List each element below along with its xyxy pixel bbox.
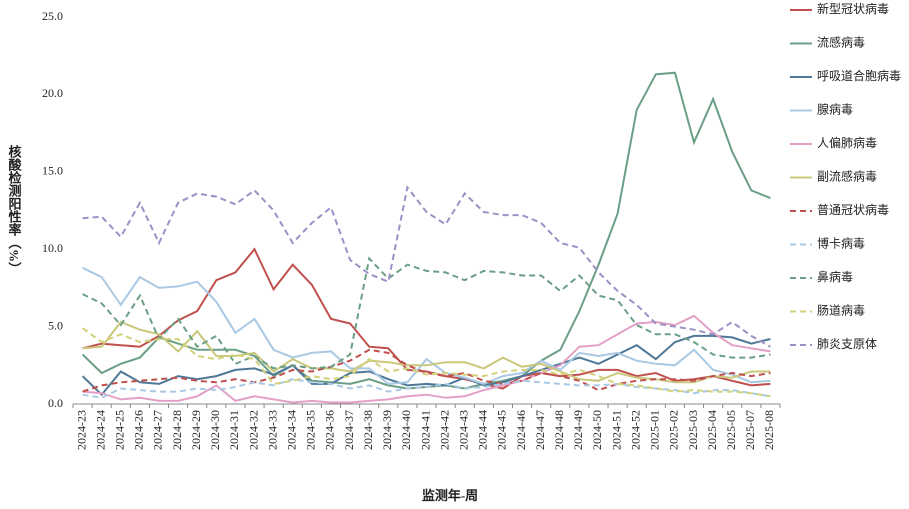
x-tick-label: 2024-25 — [113, 410, 127, 450]
legend-label: 呼吸道合胞病毒 — [817, 68, 901, 83]
x-tick-label: 2024-46 — [514, 410, 528, 450]
x-tick-label: 2024-23 — [74, 410, 88, 450]
series-line — [82, 378, 771, 399]
y-tick-label: 20.0 — [42, 86, 63, 100]
x-tick-label: 2024-49 — [571, 410, 585, 450]
x-tick-label: 2025-07 — [743, 410, 757, 450]
series-line — [82, 266, 771, 385]
series-line — [82, 247, 771, 390]
x-tick-label: 2025-01 — [648, 410, 662, 450]
series-line — [82, 314, 771, 404]
legend-label: 博卡病毒 — [817, 235, 865, 250]
y-tick-label: 5.0 — [48, 318, 63, 332]
x-tick-label: 2024-35 — [304, 410, 318, 450]
series-line — [82, 327, 771, 398]
legend-label: 副流感病毒 — [817, 168, 877, 183]
x-tick-label: 2024-36 — [323, 410, 337, 450]
x-tick-label: 2025-08 — [762, 410, 776, 450]
x-tick-label: 2024-32 — [246, 410, 260, 450]
x-tick-label: 2024-26 — [132, 410, 146, 450]
x-tick-label: 2024-47 — [533, 410, 547, 450]
y-tick-label: 10.0 — [42, 241, 63, 255]
x-tick-label: 2024-30 — [208, 410, 222, 450]
series-line — [82, 256, 771, 370]
x-tick-label: 2024-37 — [342, 410, 356, 450]
series-line — [81, 71, 771, 390]
x-tick-label: 2024-45 — [495, 410, 509, 450]
y-tick-label: 0.0 — [48, 396, 63, 410]
legend-label: 普通冠状病毒 — [817, 202, 889, 217]
x-tick-label: 2024-44 — [476, 410, 490, 450]
x-tick-label: 2024-34 — [284, 410, 298, 450]
x-axis-title: 监测年-周 — [422, 488, 478, 503]
legend-label: 肺炎支原体 — [817, 337, 877, 351]
legend-label: 鼻病毒 — [817, 269, 853, 284]
legend-label: 人偏肺病毒 — [817, 135, 877, 150]
y-tick-label: 25.0 — [42, 9, 63, 23]
legend-label: 腺病毒 — [817, 101, 853, 116]
x-tick-label: 2024-50 — [590, 410, 604, 450]
x-tick-label: 2024-31 — [227, 410, 241, 450]
x-tick-label: 2024-51 — [609, 410, 623, 450]
series-line — [81, 334, 771, 397]
legend-label: 肠道病毒 — [817, 302, 865, 317]
x-tick-label: 2024-24 — [93, 410, 107, 450]
x-tick-label: 2024-38 — [361, 410, 375, 450]
x-tick-label: 2024-28 — [170, 410, 184, 450]
legend-label: 新型冠状病毒 — [817, 1, 889, 16]
x-tick-label: 2025-04 — [705, 410, 719, 450]
x-tick-label: 2025-05 — [724, 410, 738, 450]
x-tick-label: 2024-41 — [418, 410, 432, 450]
x-tick-label: 2025-02 — [667, 410, 681, 450]
x-tick-label: 2024-39 — [380, 410, 394, 450]
x-tick-label: 2025-03 — [686, 410, 700, 450]
y-tick-label: 15.0 — [42, 164, 63, 178]
series-line — [82, 184, 771, 348]
y-axis-title: 核酸检测阳性率（%） — [7, 144, 23, 275]
series-line — [82, 348, 771, 393]
x-tick-label: 2024-33 — [265, 410, 279, 450]
x-tick-label: 2024-42 — [437, 410, 451, 450]
x-tick-label: 2024-52 — [628, 410, 642, 450]
legend-label: 流感病毒 — [817, 34, 865, 49]
x-tick-label: 2024-29 — [189, 410, 203, 450]
x-tick-label: 2024-43 — [456, 410, 470, 450]
x-tick-label: 2024-48 — [552, 410, 566, 450]
x-tick-label: 2024-40 — [399, 410, 413, 450]
x-tick-label: 2024-27 — [151, 410, 165, 450]
